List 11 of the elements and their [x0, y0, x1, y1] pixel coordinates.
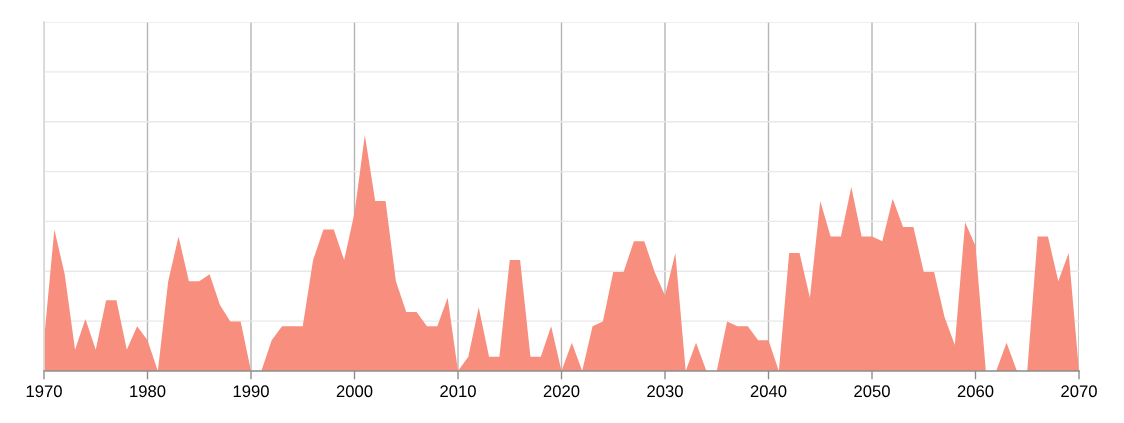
x-tick-label: 2050: [854, 385, 890, 398]
x-tick-label: 2040: [750, 385, 787, 398]
x-tick-label: 1980: [130, 385, 166, 398]
x-tick-label: 1970: [26, 385, 62, 398]
x-tick-label: 2020: [543, 385, 580, 398]
x-tick-label: 2000: [336, 385, 373, 398]
x-tick-label: 2070: [1061, 385, 1097, 398]
x-tick-label: 2030: [647, 385, 683, 398]
x-tick-label: 2060: [957, 385, 994, 398]
x-tick-label: 2010: [440, 385, 476, 398]
x-tick-label: 1990: [233, 385, 269, 398]
